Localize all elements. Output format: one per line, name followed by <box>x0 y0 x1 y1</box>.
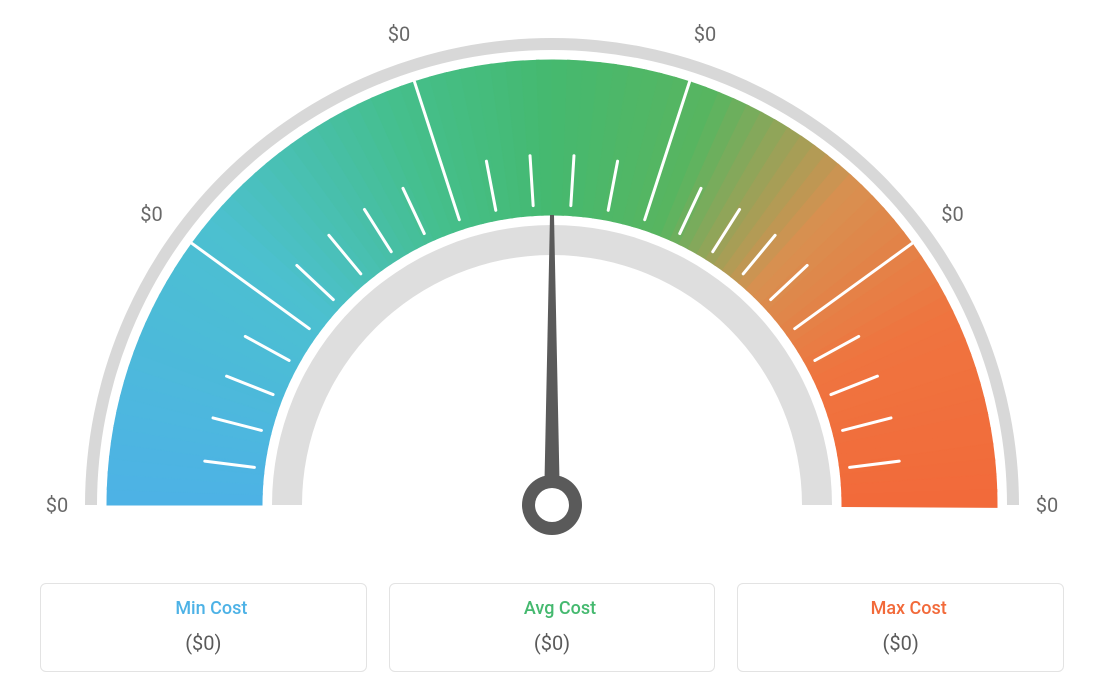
legend-value-max: ($0) <box>748 631 1053 655</box>
legend-card-min: Min Cost ($0) <box>40 583 367 673</box>
legend-row: Min Cost ($0) Avg Cost ($0) Max Cost ($0… <box>40 583 1064 673</box>
gauge-svg <box>0 0 1104 560</box>
legend-title-max: Max Cost <box>855 598 947 619</box>
legend-card-avg: Avg Cost ($0) <box>389 583 716 673</box>
legend-card-max: Max Cost ($0) <box>737 583 1064 673</box>
dot-icon <box>159 605 167 613</box>
legend-value-min: ($0) <box>51 631 356 655</box>
legend-title-min: Min Cost <box>159 598 247 619</box>
legend-title-avg: Avg Cost <box>508 598 596 619</box>
legend-label: Max Cost <box>871 598 947 619</box>
cost-gauge: $0$0$0$0$0$0 <box>0 0 1104 560</box>
legend-label: Min Cost <box>175 598 247 619</box>
legend-label: Avg Cost <box>524 598 596 619</box>
dot-icon <box>855 605 863 613</box>
dot-icon <box>508 605 516 613</box>
legend-value-avg: ($0) <box>400 631 705 655</box>
